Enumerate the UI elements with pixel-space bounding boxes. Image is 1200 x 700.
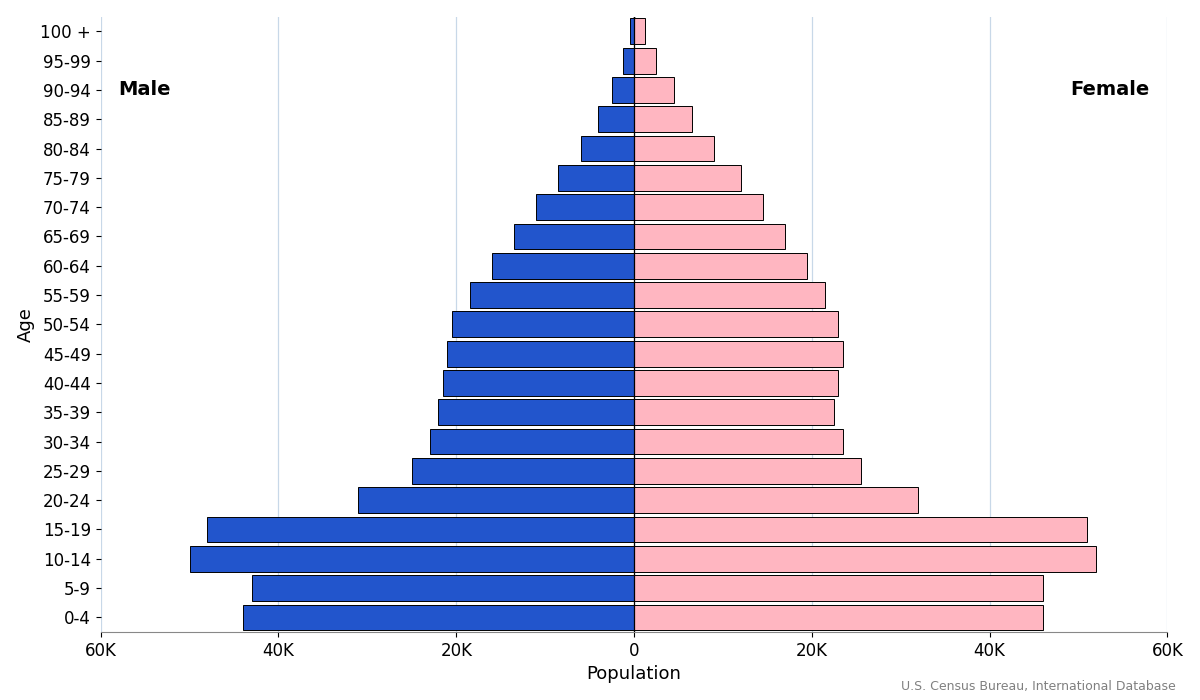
Bar xyxy=(634,517,1087,542)
Bar xyxy=(469,282,634,308)
X-axis label: Population: Population xyxy=(587,665,682,683)
Bar xyxy=(634,400,834,425)
Bar xyxy=(208,517,634,542)
Bar xyxy=(612,77,634,103)
Bar xyxy=(634,165,740,190)
Bar xyxy=(634,77,674,103)
Text: U.S. Census Bureau, International Database: U.S. Census Bureau, International Databa… xyxy=(901,680,1176,693)
Bar xyxy=(634,341,842,367)
Bar xyxy=(630,18,634,44)
Bar xyxy=(430,428,634,454)
Bar xyxy=(599,106,634,132)
Bar xyxy=(634,48,656,74)
Bar xyxy=(634,575,1043,601)
Bar xyxy=(634,282,826,308)
Bar xyxy=(634,458,860,484)
Bar xyxy=(634,253,808,279)
Bar xyxy=(242,605,634,630)
Y-axis label: Age: Age xyxy=(17,307,35,342)
Bar xyxy=(448,341,634,367)
Bar xyxy=(634,223,785,249)
Bar xyxy=(536,195,634,220)
Bar xyxy=(634,312,839,337)
Bar xyxy=(359,487,634,513)
Bar xyxy=(634,546,1097,572)
Text: Female: Female xyxy=(1070,80,1150,99)
Bar xyxy=(492,253,634,279)
Bar xyxy=(634,605,1043,630)
Bar xyxy=(623,48,634,74)
Bar xyxy=(558,165,634,190)
Bar xyxy=(581,136,634,162)
Bar xyxy=(634,18,644,44)
Bar xyxy=(252,575,634,601)
Bar xyxy=(634,106,692,132)
Bar xyxy=(634,487,918,513)
Bar xyxy=(634,370,839,396)
Bar xyxy=(634,195,763,220)
Bar xyxy=(443,370,634,396)
Bar xyxy=(412,458,634,484)
Bar xyxy=(438,400,634,425)
Bar xyxy=(514,223,634,249)
Bar xyxy=(190,546,634,572)
Bar xyxy=(634,428,842,454)
Text: Male: Male xyxy=(119,80,170,99)
Bar xyxy=(452,312,634,337)
Bar xyxy=(634,136,714,162)
